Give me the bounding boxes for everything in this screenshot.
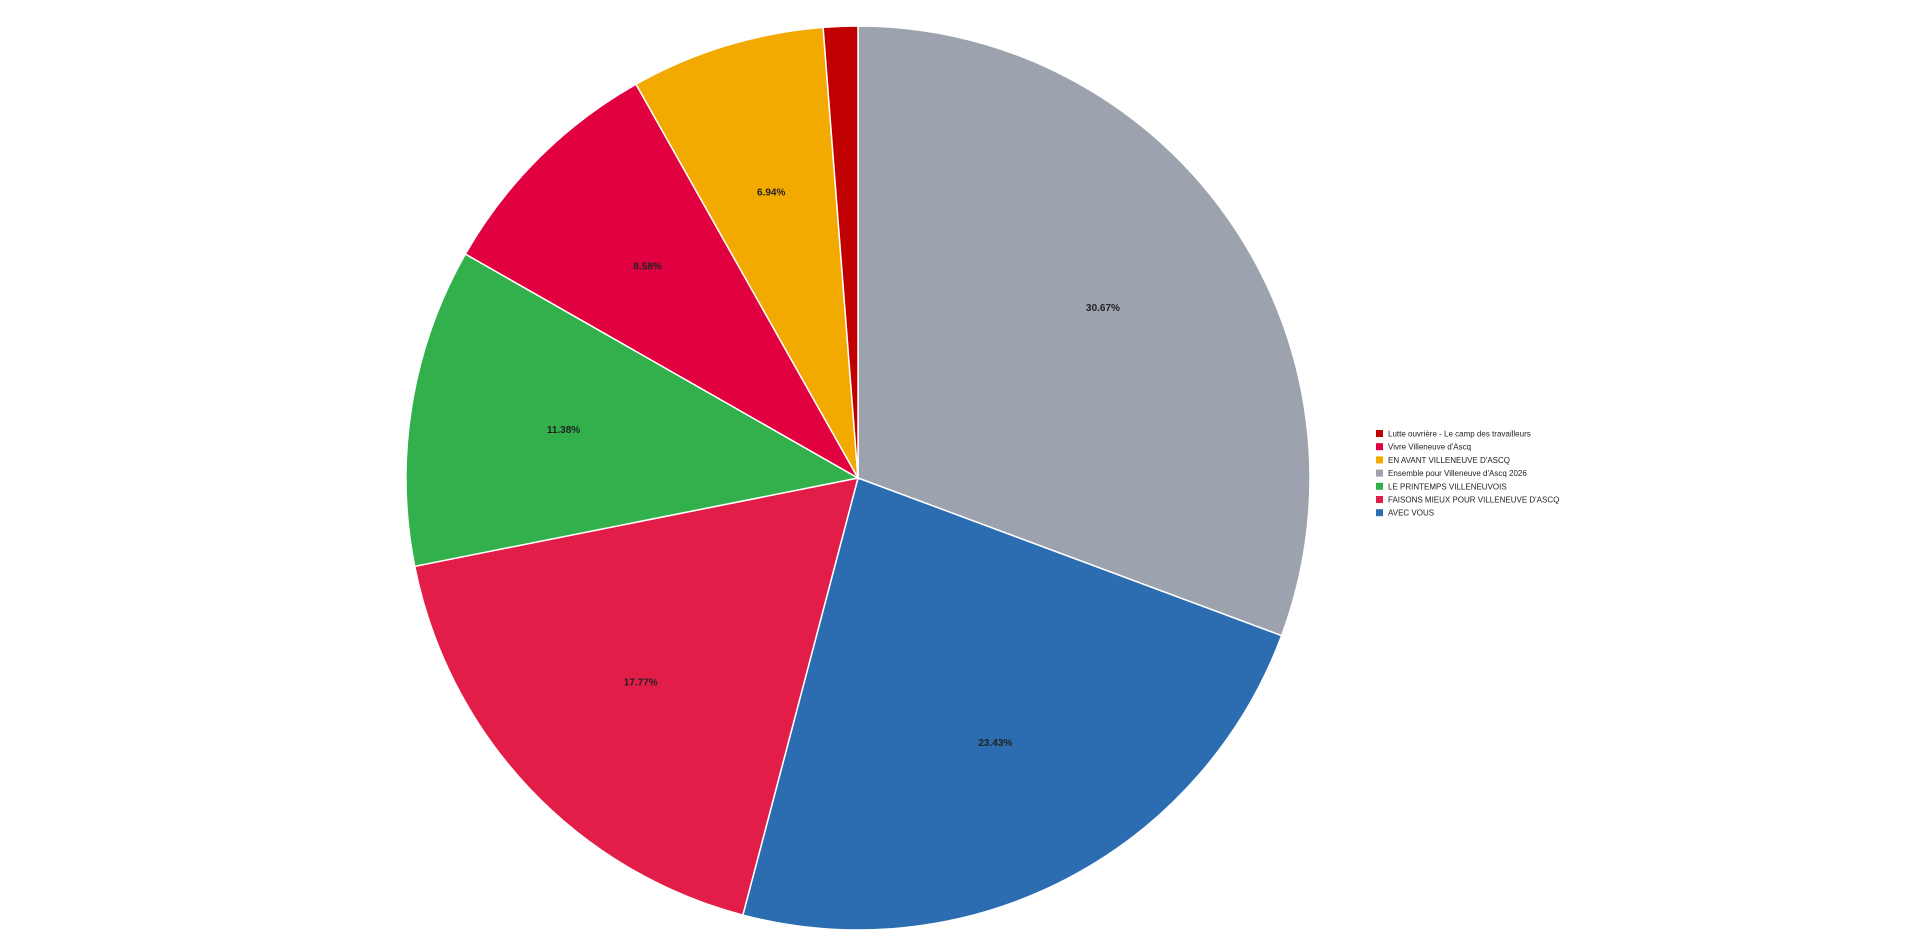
slice-label-vivre-villeneuve-d-ascq: 8.58% — [633, 262, 661, 273]
pie-slice-ensemble-pour-villeneuve-d-ascq-2026[interactable] — [857, 25, 1311, 637]
legend-item-en-avant-villeneuve-d-ascq[interactable]: EN AVANT VILLENEUVE D'ASCQ — [1376, 456, 1510, 465]
legend-swatch — [1376, 469, 1383, 477]
pie-slice-labels: 30.67% 23.43% 17.77% 11.38% 8.58% 6.94% — [547, 188, 1120, 749]
legend-label: EN AVANT VILLENEUVE D'ASCQ — [1388, 456, 1510, 465]
chart-legend: Lutte ouvrière - Le camp des travailleur… — [1376, 430, 1559, 518]
slice-label-faisons-mieux-pour-villeneuve-d-ascq: 17.77% — [624, 677, 658, 688]
legend-item-ensemble-pour-villeneuve-d-ascq-2026[interactable]: Ensemble pour Villeneuve d'Ascq 2026 — [1376, 469, 1527, 478]
legend-item-le-printemps-villeneuvois[interactable]: LE PRINTEMPS VILLENEUVOIS — [1376, 482, 1507, 491]
legend-swatch — [1376, 443, 1383, 451]
legend-swatch — [1376, 482, 1383, 490]
legend-item-lutte-ouvriere-le-camp-des-travailleurs[interactable]: Lutte ouvrière - Le camp des travailleur… — [1376, 430, 1531, 439]
legend-swatch — [1376, 496, 1383, 503]
pie-slice-lutte-ouvriere-le-camp-des-travailleurs[interactable] — [822, 25, 859, 479]
pie-slices — [405, 25, 1311, 931]
legend-swatch — [1376, 509, 1383, 517]
legend-label: LE PRINTEMPS VILLENEUVOIS — [1388, 482, 1507, 491]
pie-slice-en-avant-villeneuve-d-ascq[interactable] — [635, 26, 859, 479]
legend-item-avec-vous[interactable]: AVEC VOUS — [1376, 509, 1434, 518]
legend-swatch — [1376, 430, 1383, 437]
legend-label: Ensemble pour Villeneuve d'Ascq 2026 — [1388, 469, 1527, 478]
legend-item-vivre-villeneuve-d-ascq[interactable]: Vivre Villeneuve d'Ascq — [1376, 443, 1471, 452]
slice-label-avec-vous: 23.43% — [978, 738, 1012, 749]
slice-label-le-printemps-villeneuvois: 11.38% — [547, 425, 580, 436]
pie-slice-le-printemps-villeneuvois[interactable] — [405, 253, 861, 568]
legend-item-faisons-mieux-pour-villeneuve-d-ascq[interactable]: FAISONS MIEUX POUR VILLENEUVE D'ASCQ — [1376, 496, 1559, 505]
legend-label: Vivre Villeneuve d'Ascq — [1388, 443, 1471, 452]
legend-label: AVEC VOUS — [1388, 509, 1434, 518]
pie-slice-vivre-villeneuve-d-ascq[interactable] — [464, 83, 860, 480]
legend-label: FAISONS MIEUX POUR VILLENEUVE D'ASCQ — [1388, 496, 1559, 505]
slice-label-ensemble-pour-villeneuve-d-ascq-2026: 30.67% — [1086, 303, 1120, 314]
slice-label-en-avant-villeneuve-d-ascq: 6.94% — [757, 188, 785, 199]
pie-slice-faisons-mieux-pour-villeneuve-d-ascq[interactable] — [413, 477, 860, 917]
legend-swatch — [1376, 456, 1383, 464]
legend-label: Lutte ouvrière - Le camp des travailleur… — [1388, 430, 1531, 439]
pie-slice-avec-vous[interactable] — [741, 477, 1283, 931]
